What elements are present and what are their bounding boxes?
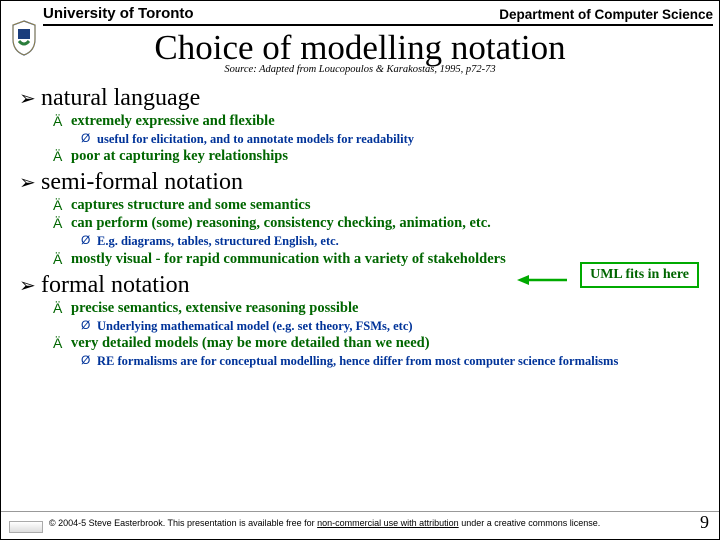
level3-item: Øuseful for elicitation, and to annotate… <box>81 131 701 147</box>
level3-item: ØRE formalisms are for conceptual modell… <box>81 353 701 369</box>
level2-text: precise semantics, extensive reasoning p… <box>71 300 358 317</box>
slide-footer: © 2004-5 Steve Easterbrook. This present… <box>1 511 719 533</box>
l1-bullet-icon: ➢ <box>19 86 41 111</box>
section-heading-text: formal notation <box>41 272 190 299</box>
section-heading: ➢semi-formal notation <box>19 169 701 196</box>
l1-bullet-icon: ➢ <box>19 273 41 298</box>
level3-text: useful for elicitation, and to annotate … <box>97 131 414 147</box>
l2-bullet-icon: Ä <box>53 300 71 316</box>
level3-text: RE formalisms are for conceptual modelli… <box>97 353 618 369</box>
level3-text: E.g. diagrams, tables, structured Englis… <box>97 233 339 249</box>
level2-item: Äcaptures structure and some semantics <box>53 197 701 214</box>
l2-bullet-icon: Ä <box>53 335 71 351</box>
level2-text: poor at capturing key relationships <box>71 148 288 165</box>
level2-item: Äprecise semantics, extensive reasoning … <box>53 300 701 317</box>
university-name: University of Toronto <box>43 5 214 26</box>
section-heading-text: semi-formal notation <box>41 169 243 196</box>
level2-item: Äpoor at capturing key relationships <box>53 148 701 165</box>
uml-callout: UML fits in here <box>580 262 699 288</box>
l2-bullet-icon: Ä <box>53 148 71 164</box>
level3-item: ØUnderlying mathematical model (e.g. set… <box>81 318 701 334</box>
slide-header: University of Toronto Department of Comp… <box>1 1 719 26</box>
slide-content: ➢natural languageÄextremely expressive a… <box>1 75 719 369</box>
level2-text: can perform (some) reasoning, consistenc… <box>71 215 491 232</box>
level2-item: Äextremely expressive and flexible <box>53 113 701 130</box>
level2-item: Äcan perform (some) reasoning, consisten… <box>53 215 701 232</box>
level2-text: very detailed models (may be more detail… <box>71 335 430 352</box>
l3-bullet-icon: Ø <box>81 318 97 332</box>
l2-bullet-icon: Ä <box>53 251 71 267</box>
university-crest-icon <box>9 19 39 57</box>
page-number: 9 <box>700 512 709 533</box>
l2-bullet-icon: Ä <box>53 215 71 231</box>
section-heading-text: natural language <box>41 85 200 112</box>
l2-bullet-icon: Ä <box>53 113 71 129</box>
section-heading: ➢natural language <box>19 85 701 112</box>
l3-bullet-icon: Ø <box>81 353 97 367</box>
level2-item: Ävery detailed models (may be more detai… <box>53 335 701 352</box>
l3-bullet-icon: Ø <box>81 233 97 247</box>
title-block: Choice of modelling notation Source: Ada… <box>1 28 719 75</box>
slide-title: Choice of modelling notation <box>1 28 719 68</box>
footer-text: © 2004-5 Steve Easterbrook. This present… <box>49 518 700 528</box>
level2-text: extremely expressive and flexible <box>71 113 275 130</box>
level3-item: ØE.g. diagrams, tables, structured Engli… <box>81 233 701 249</box>
callout-arrow-icon <box>517 273 567 287</box>
level2-text: captures structure and some semantics <box>71 197 311 214</box>
l1-bullet-icon: ➢ <box>19 170 41 195</box>
department-name: Department of Computer Science <box>499 7 713 26</box>
level2-text: mostly visual - for rapid communication … <box>71 251 506 268</box>
source-citation: Source: Adapted from Loucopoulos & Karak… <box>1 64 719 75</box>
level3-text: Underlying mathematical model (e.g. set … <box>97 318 413 334</box>
l3-bullet-icon: Ø <box>81 131 97 145</box>
l2-bullet-icon: Ä <box>53 197 71 213</box>
